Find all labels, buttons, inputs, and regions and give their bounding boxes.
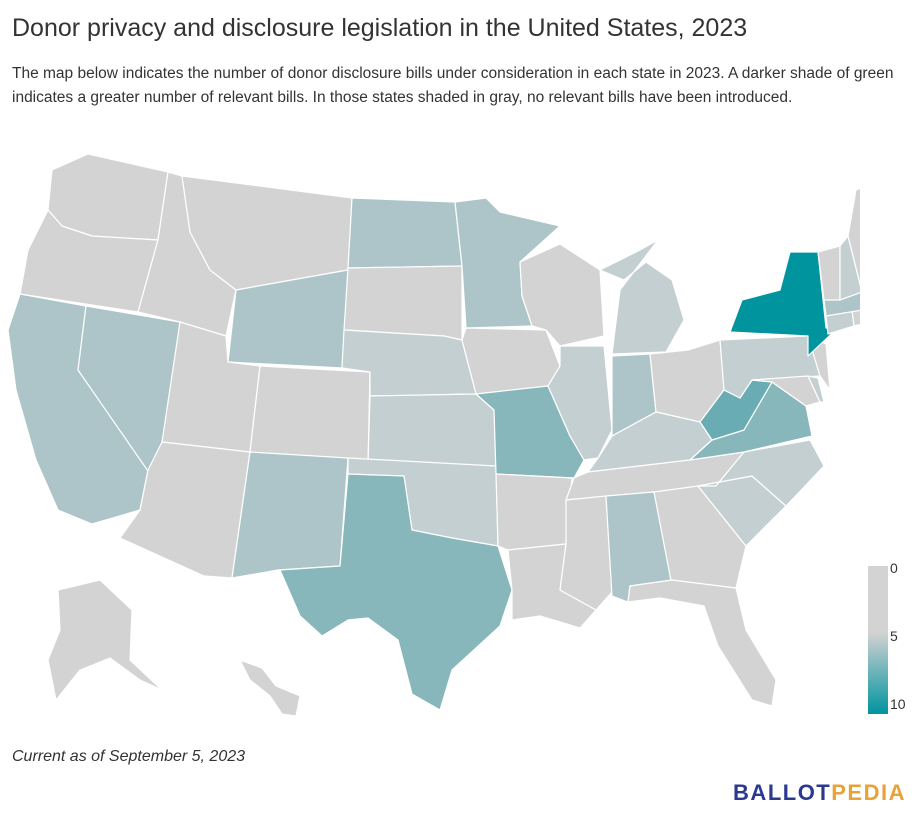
ballotpedia-logo: BALLOTPEDIA	[733, 780, 906, 806]
us-choropleth-map	[7, 153, 860, 717]
logo-part-pedia: PEDIA	[831, 780, 906, 805]
state-ga[interactable]	[653, 485, 747, 589]
state-ar[interactable]	[495, 473, 573, 551]
page-subtitle: The map below indicates the number of do…	[12, 65, 894, 106]
state-md[interactable]	[751, 375, 821, 407]
footnote: Current as of September 5, 2023	[12, 748, 246, 765]
legend-tick-max: 10	[890, 696, 906, 712]
state-sd[interactable]	[343, 265, 463, 341]
logo-part-ballot: BALLOT	[733, 780, 832, 805]
state-ia[interactable]	[461, 327, 561, 395]
state-de[interactable]	[807, 375, 825, 403]
state-ks[interactable]	[367, 393, 497, 467]
state-hi[interactable]	[239, 659, 301, 717]
state-mi[interactable]	[599, 239, 685, 355]
state-nh[interactable]	[839, 235, 860, 301]
state-ms[interactable]	[559, 495, 613, 611]
state-tx[interactable]	[279, 473, 513, 711]
state-ak[interactable]	[47, 579, 163, 701]
legend-tick-min: 0	[890, 560, 898, 576]
state-ny[interactable]	[729, 251, 845, 357]
state-nd[interactable]	[347, 197, 463, 269]
page-title: Donor privacy and disclosure legislation…	[12, 14, 748, 42]
legend-tick-mid: 5	[890, 628, 898, 644]
state-me[interactable]	[847, 180, 860, 292]
state-co[interactable]	[249, 365, 371, 465]
legend-gradient-bar	[868, 566, 888, 714]
state-nm[interactable]	[231, 451, 349, 579]
state-il[interactable]	[547, 345, 613, 461]
state-fl[interactable]	[627, 579, 777, 707]
state-ri[interactable]	[851, 309, 860, 327]
